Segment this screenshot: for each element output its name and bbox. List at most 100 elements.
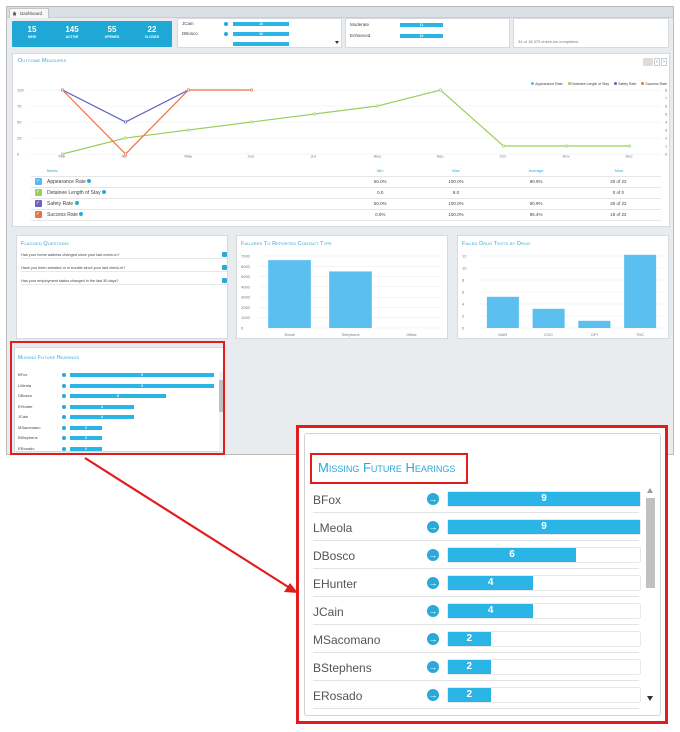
chevron-left-icon[interactable]: ‹ — [654, 58, 660, 66]
legend-item[interactable]: Detainee Length of Stay — [567, 82, 610, 86]
data-point[interactable] — [438, 88, 443, 92]
hearing-bar[interactable]: 2 — [448, 632, 491, 646]
bar[interactable] — [578, 320, 611, 328]
flagged-question[interactable]: Has your employment status changed in th… — [21, 277, 227, 285]
missing-hearings-title: Missing Future Hearings — [18, 355, 80, 361]
arrow-right-icon[interactable] — [62, 394, 66, 398]
arrow-right-icon[interactable] — [62, 383, 66, 388]
data-point[interactable] — [60, 88, 65, 92]
tab-dashboard[interactable]: Dashboard — [9, 8, 49, 18]
legend-item[interactable]: Appearance Rate — [531, 82, 563, 86]
hearing-bar[interactable]: 4 — [448, 604, 534, 618]
flagged-question[interactable]: Has your home address changed since your… — [21, 251, 227, 259]
data-point[interactable] — [123, 120, 128, 124]
data-point[interactable] — [564, 144, 569, 148]
legend-item[interactable]: Success Rate — [641, 82, 667, 86]
scrollbar-thumb[interactable] — [219, 380, 224, 412]
data-point[interactable] — [627, 144, 632, 148]
info-icon[interactable] — [74, 200, 79, 205]
menu-icon[interactable] — [643, 58, 653, 66]
data-point[interactable] — [60, 152, 65, 156]
data-point[interactable] — [312, 112, 317, 116]
data-point[interactable] — [123, 136, 128, 140]
stat-closed[interactable]: 22 CLOSED — [132, 21, 172, 47]
arrow-right-icon[interactable] — [62, 404, 66, 409]
legend-label: Detainee Length of Stay — [571, 82, 610, 86]
info-icon[interactable] — [222, 278, 227, 283]
arrow-right-icon[interactable]: → — [427, 521, 439, 533]
scrollbar[interactable] — [219, 372, 224, 450]
data-point[interactable] — [375, 104, 380, 108]
hearing-bar[interactable]: 9 — [448, 492, 640, 506]
hearing-bar-value: 9 — [541, 493, 547, 504]
metric-cell: Appearance Rate — [45, 176, 345, 188]
data-point[interactable] — [123, 152, 128, 156]
table-header-metric[interactable]: Metric — [45, 165, 345, 177]
table-header-average[interactable]: Average — [496, 165, 576, 177]
data-point[interactable] — [249, 120, 254, 124]
dashboard-app: Dashboard 15 NEW 145 ACTIVE 55 OPENED 22 CLO… — [6, 6, 674, 455]
checkbox[interactable]: ✓ — [34, 189, 42, 196]
hearing-bar[interactable]: 9 — [448, 520, 640, 534]
arrow-right-icon[interactable] — [62, 436, 66, 440]
risk-row: Moderate — [350, 22, 369, 28]
y-tick-label: 3000 — [241, 295, 251, 300]
arrow-right-icon[interactable] — [62, 425, 66, 430]
scrollbar[interactable] — [645, 486, 656, 704]
flagged-question[interactable]: Have you been arrested or in trouble sin… — [21, 264, 227, 272]
bar[interactable] — [268, 260, 311, 328]
info-icon[interactable] — [87, 178, 92, 183]
data-point[interactable] — [186, 88, 191, 92]
arrow-right-icon[interactable]: → — [427, 577, 439, 589]
checkbox[interactable]: ✓ — [34, 200, 42, 207]
arrow-right-icon[interactable]: → — [427, 493, 439, 505]
arrow-right-icon[interactable]: → — [427, 549, 439, 561]
arrow-right-icon[interactable] — [62, 446, 66, 451]
chevron-right-icon[interactable]: › — [661, 58, 667, 66]
hearing-officer: ERosado — [313, 689, 363, 703]
hearing-bar[interactable]: 6 — [448, 548, 577, 562]
arrow-right-icon[interactable]: → — [427, 605, 439, 617]
legend-item[interactable]: Safety Rate — [614, 82, 636, 86]
stat-active[interactable]: 145 ACTIVE — [52, 21, 92, 47]
arrow-right-icon[interactable] — [62, 373, 66, 377]
info-icon[interactable] — [222, 252, 227, 257]
info-icon[interactable] — [79, 211, 84, 216]
table-row: ✓ Safety Rate 50.0% 100.0% 90.9% 20 of 22 — [31, 198, 661, 210]
bar[interactable] — [329, 271, 372, 328]
info-icon[interactable] — [102, 189, 107, 194]
scroll-down-icon[interactable] — [647, 696, 653, 701]
arrow-right-icon[interactable] — [224, 22, 228, 26]
data-point[interactable] — [501, 144, 506, 148]
hearing-bar[interactable]: 2 — [448, 660, 491, 674]
table-header-total[interactable]: Total — [575, 165, 661, 177]
table-header-min[interactable]: Min — [345, 165, 416, 177]
hearing-bar[interactable]: 4 — [448, 576, 534, 590]
arrow-right-icon[interactable]: → — [427, 661, 439, 673]
bar[interactable] — [532, 308, 565, 328]
hearing-row: EHunter → 4 — [313, 570, 641, 597]
scroll-down-icon[interactable] — [335, 41, 339, 44]
checkbox[interactable]: ✓ — [34, 178, 42, 185]
scrollbar-thumb[interactable] — [646, 498, 655, 588]
outcome-legend: Appearance Rate Detainee Length of Stay Sa… — [531, 82, 667, 86]
arrow-right-icon[interactable]: → — [427, 633, 439, 645]
hearing-bar-track: 6 — [447, 547, 641, 563]
hearing-bar[interactable]: 2 — [448, 688, 491, 702]
arrow-right-icon[interactable] — [62, 415, 66, 419]
info-icon[interactable] — [222, 265, 227, 270]
data-point[interactable] — [249, 88, 254, 92]
arrow-right-icon[interactable]: → — [427, 689, 439, 701]
data-point[interactable] — [186, 128, 191, 132]
arrow-right-icon[interactable] — [224, 32, 228, 36]
stat-new[interactable]: 15 NEW — [12, 21, 52, 47]
x-tick-label: May — [185, 154, 193, 159]
scroll-up-icon[interactable] — [647, 488, 653, 493]
checkbox[interactable]: ✓ — [34, 211, 42, 218]
bar[interactable] — [486, 296, 519, 328]
hearing-bar-value: 9 — [141, 373, 143, 377]
hearing-row: DBosco → 6 — [313, 542, 641, 569]
bar[interactable] — [624, 254, 657, 328]
stat-opened[interactable]: 55 OPENED — [92, 21, 132, 47]
table-header-max[interactable]: Max — [415, 165, 497, 177]
